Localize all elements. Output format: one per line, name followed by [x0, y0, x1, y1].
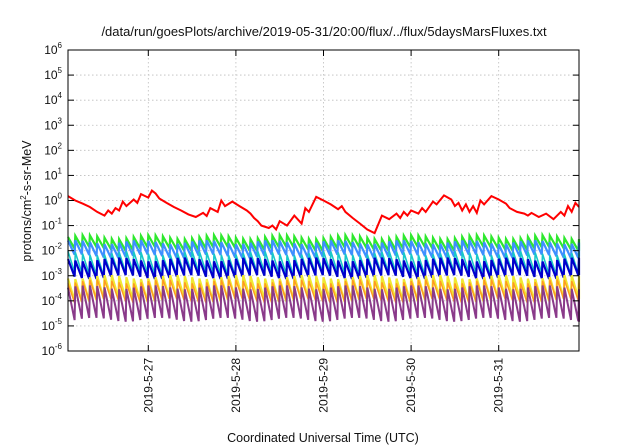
y-tick-label: 102: [44, 141, 62, 157]
y-tick-label-exponent: 3: [58, 116, 63, 125]
x-tick-label: 2019-5-27: [141, 358, 155, 413]
x-tick-label: 2019-5-29: [317, 358, 331, 413]
y-tick-label: 10-6: [42, 342, 63, 358]
y-tick-label-exponent: -1: [55, 217, 63, 226]
y-tick-label-base: 10: [42, 319, 56, 333]
y-tick-label-exponent: -2: [55, 242, 63, 251]
y-tick-label-exponent: -4: [55, 292, 63, 301]
y-tick-label-exponent: 5: [58, 66, 63, 75]
y-tick-label-exponent: -5: [55, 317, 63, 326]
x-tick-label: 2019-5-30: [404, 358, 418, 413]
y-tick-label: 104: [44, 91, 62, 107]
y-tick-label-exponent: -6: [55, 342, 63, 351]
y-tick-label: 10-3: [42, 267, 63, 283]
y-axis-label-units: -s-sr-MeV: [20, 140, 34, 196]
x-axis-ticks: 2019-5-27 2019-5-28 2019-5-29 2019-5-30 2019…: [141, 50, 506, 413]
y-axis-ticks: 10-610-510-410-310-210-11001011021031041…: [42, 41, 579, 358]
y-tick-label-base: 10: [44, 143, 58, 157]
flux-band-line: [66, 257, 581, 280]
y-tick-label-base: 10: [44, 118, 58, 132]
y-tick-label-exponent: 6: [58, 41, 63, 50]
flux-band-line: [67, 239, 581, 259]
y-tick-label-base: 10: [42, 269, 56, 283]
y-tick-label-base: 10: [44, 93, 58, 107]
y-tick-label: 10-5: [42, 317, 63, 333]
y-axis-label: protons/cm2-s-sr-MeV: [19, 140, 34, 262]
y-tick-label-exponent: -3: [55, 267, 63, 276]
x-axis-label: Coordinated Universal Time (UTC): [227, 431, 419, 445]
y-tick-label-base: 10: [44, 43, 58, 57]
flux-band-line: [67, 231, 581, 255]
flux-band-line: [67, 285, 580, 322]
y-tick-label: 10-2: [42, 242, 63, 258]
y-tick-label: 105: [44, 66, 62, 82]
y-tick-label: 106: [44, 41, 62, 57]
y-tick-label: 10-1: [42, 217, 63, 233]
y-tick-label-base: 10: [44, 168, 58, 182]
series-line: [67, 188, 580, 235]
y-tick-label-exponent: 2: [58, 141, 63, 150]
y-tick-label-exponent: 4: [58, 91, 63, 100]
y-tick-label: 103: [44, 116, 62, 132]
y-tick-label: 101: [44, 166, 62, 182]
y-axis-label-exponent: 2: [19, 195, 28, 200]
y-axis-label-base: protons/cm: [20, 200, 34, 262]
y-tick-label-base: 10: [44, 68, 58, 82]
series-layer: [67, 188, 580, 235]
y-tick-label-base: 10: [42, 244, 56, 258]
y-tick-label-base: 10: [42, 344, 56, 358]
y-tick-label: 100: [44, 192, 62, 208]
y-tick-label-base: 10: [42, 294, 56, 308]
x-tick-label: 2019-5-31: [492, 358, 506, 413]
y-tick-label-base: 10: [44, 194, 58, 208]
x-tick-label: 2019-5-28: [229, 358, 243, 413]
chart-title: /data/run/goesPlots/archive/2019-05-31/2…: [101, 24, 547, 39]
y-tick-label-exponent: 0: [58, 192, 63, 201]
y-tick-label: 10-4: [42, 292, 63, 308]
y-tick-label-base: 10: [42, 219, 56, 233]
y-tick-label-exponent: 1: [58, 166, 63, 175]
proton-flux-band-series: [66, 231, 581, 322]
